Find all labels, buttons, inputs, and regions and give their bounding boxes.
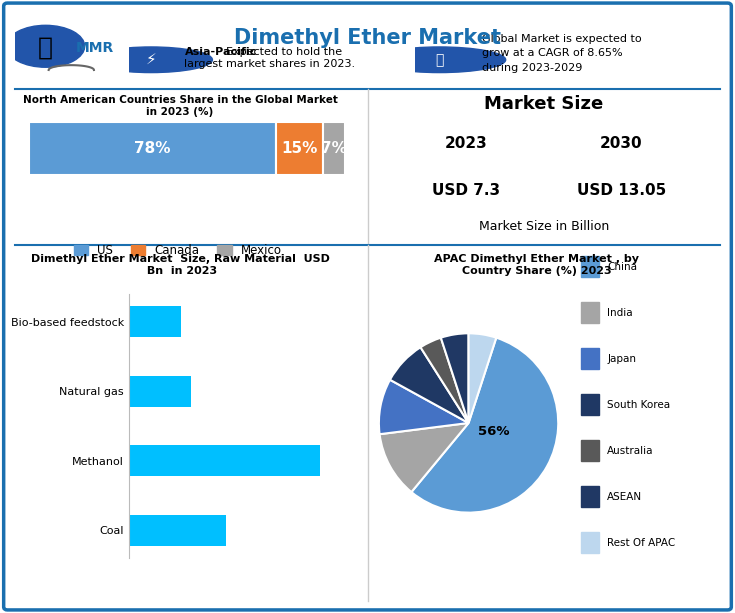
Wedge shape [469,333,496,423]
Text: 🔥: 🔥 [435,53,443,67]
Text: China: China [607,262,637,272]
Text: Rest Of APAC: Rest Of APAC [607,538,675,547]
Text: 🌍: 🌍 [38,36,53,60]
Bar [581,302,599,324]
Bar [29,122,276,175]
Text: 78%: 78% [135,141,171,156]
Bar [581,394,599,416]
Text: USD 13.05: USD 13.05 [577,183,666,197]
Text: India: India [607,308,633,318]
Bar [581,348,599,369]
Text: Market Size in Billion: Market Size in Billion [478,219,609,233]
Text: Dimethyl Ether Market: Dimethyl Ether Market [234,28,501,48]
Wedge shape [412,338,558,512]
Text: Market Size: Market Size [484,95,603,113]
Circle shape [373,47,506,72]
Text: USD 7.3: USD 7.3 [432,183,501,197]
Circle shape [90,47,212,72]
Wedge shape [390,347,469,423]
Text: 2030: 2030 [600,135,643,151]
Text: MMR: MMR [76,41,114,55]
Bar [129,306,181,338]
Text: 56%: 56% [478,425,509,438]
Text: Dimethyl Ether Market  Size, Raw Material  USD
 Bn  in 2023: Dimethyl Ether Market Size, Raw Material… [31,254,329,276]
Wedge shape [420,338,469,423]
Text: 7%: 7% [321,141,348,156]
Wedge shape [379,423,469,492]
Text: Expected to hold the
largest market shares in 2023.: Expected to hold the largest market shar… [184,47,356,69]
Bar [581,440,599,462]
Text: 2023: 2023 [445,135,487,151]
Bar [581,531,599,553]
Wedge shape [379,380,469,434]
Bar [581,256,599,277]
Text: South Korea: South Korea [607,400,670,409]
Text: Global Market is expected to
grow at a CAGR of 8.65%
during 2023-2029: Global Market is expected to grow at a C… [481,34,641,73]
Text: ⚡: ⚡ [146,52,157,67]
Bar [581,485,599,508]
Wedge shape [441,333,469,423]
Text: APAC Dimethyl Ether Market , by
Country Share (%) 2023: APAC Dimethyl Ether Market , by Country … [434,254,639,276]
FancyBboxPatch shape [4,3,731,610]
Text: North American Countries Share in the Global Market
in 2023 (%): North American Countries Share in the Gl… [23,95,337,116]
Legend: US, Canada, Mexico: US, Canada, Mexico [69,239,287,262]
Text: 15%: 15% [282,141,318,156]
Text: ASEAN: ASEAN [607,492,642,501]
Text: Asia-Pacific: Asia-Pacific [184,47,257,57]
Bar [276,122,323,175]
Bar [323,122,345,175]
Text: Australia: Australia [607,446,653,455]
Bar [129,445,320,476]
Bar [129,376,191,407]
Bar [129,514,226,546]
Circle shape [7,25,85,67]
Text: Japan: Japan [607,354,637,364]
